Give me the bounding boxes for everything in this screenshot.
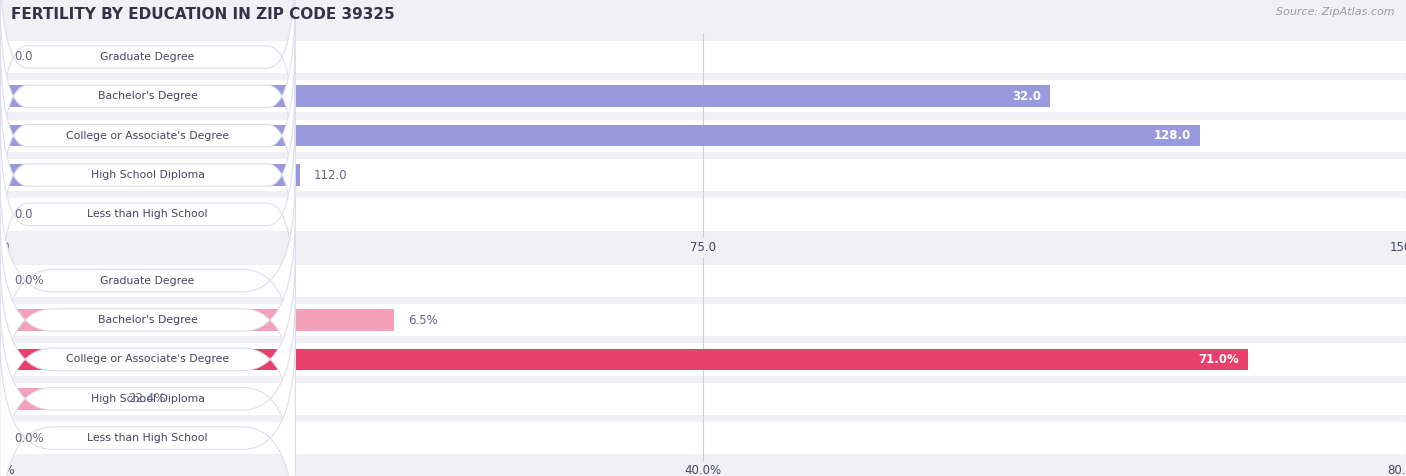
Bar [0, 388, 114, 409]
Text: 6.5%: 6.5% [408, 314, 437, 327]
FancyBboxPatch shape [0, 383, 1406, 415]
Text: Source: ZipAtlas.com: Source: ZipAtlas.com [1277, 7, 1395, 17]
Text: College or Associate's Degree: College or Associate's Degree [66, 130, 229, 141]
FancyBboxPatch shape [0, 265, 1406, 297]
Text: High School Diploma: High School Diploma [91, 170, 204, 180]
Text: Graduate Degree: Graduate Degree [100, 276, 195, 286]
FancyBboxPatch shape [0, 198, 1406, 230]
FancyBboxPatch shape [0, 304, 1406, 336]
Bar [0, 164, 299, 186]
Text: Bachelor's Degree: Bachelor's Degree [97, 91, 198, 101]
FancyBboxPatch shape [0, 108, 295, 321]
FancyBboxPatch shape [0, 343, 1406, 376]
Bar [0, 86, 1050, 107]
FancyBboxPatch shape [0, 252, 295, 466]
Text: 0.0%: 0.0% [14, 274, 44, 287]
FancyBboxPatch shape [0, 213, 295, 427]
FancyBboxPatch shape [0, 174, 295, 387]
Text: Less than High School: Less than High School [87, 209, 208, 219]
Text: 128.0: 128.0 [1154, 129, 1191, 142]
Text: College or Associate's Degree: College or Associate's Degree [66, 354, 229, 365]
FancyBboxPatch shape [0, 29, 295, 243]
Bar [0, 348, 1249, 370]
Text: 112.0: 112.0 [314, 169, 347, 181]
Text: FERTILITY BY EDUCATION IN ZIP CODE 39325: FERTILITY BY EDUCATION IN ZIP CODE 39325 [11, 7, 395, 22]
FancyBboxPatch shape [0, 292, 295, 476]
Bar [0, 125, 1199, 147]
Text: Bachelor's Degree: Bachelor's Degree [97, 315, 198, 325]
FancyBboxPatch shape [0, 422, 1406, 454]
FancyBboxPatch shape [0, 41, 1406, 73]
Text: 0.0: 0.0 [14, 50, 32, 63]
FancyBboxPatch shape [0, 159, 1406, 191]
Text: 0.0%: 0.0% [14, 432, 44, 445]
Text: Graduate Degree: Graduate Degree [100, 52, 195, 62]
Text: 32.0: 32.0 [1012, 90, 1042, 103]
Text: Less than High School: Less than High School [87, 433, 208, 443]
FancyBboxPatch shape [0, 119, 1406, 152]
Text: 71.0%: 71.0% [1199, 353, 1240, 366]
FancyBboxPatch shape [0, 0, 295, 164]
FancyBboxPatch shape [0, 80, 1406, 112]
FancyBboxPatch shape [0, 68, 295, 282]
Text: 0.0: 0.0 [14, 208, 32, 221]
Bar [0, 309, 394, 331]
FancyBboxPatch shape [0, 331, 295, 476]
Text: 22.4%: 22.4% [128, 392, 166, 405]
Text: High School Diploma: High School Diploma [91, 394, 204, 404]
FancyBboxPatch shape [0, 0, 295, 203]
